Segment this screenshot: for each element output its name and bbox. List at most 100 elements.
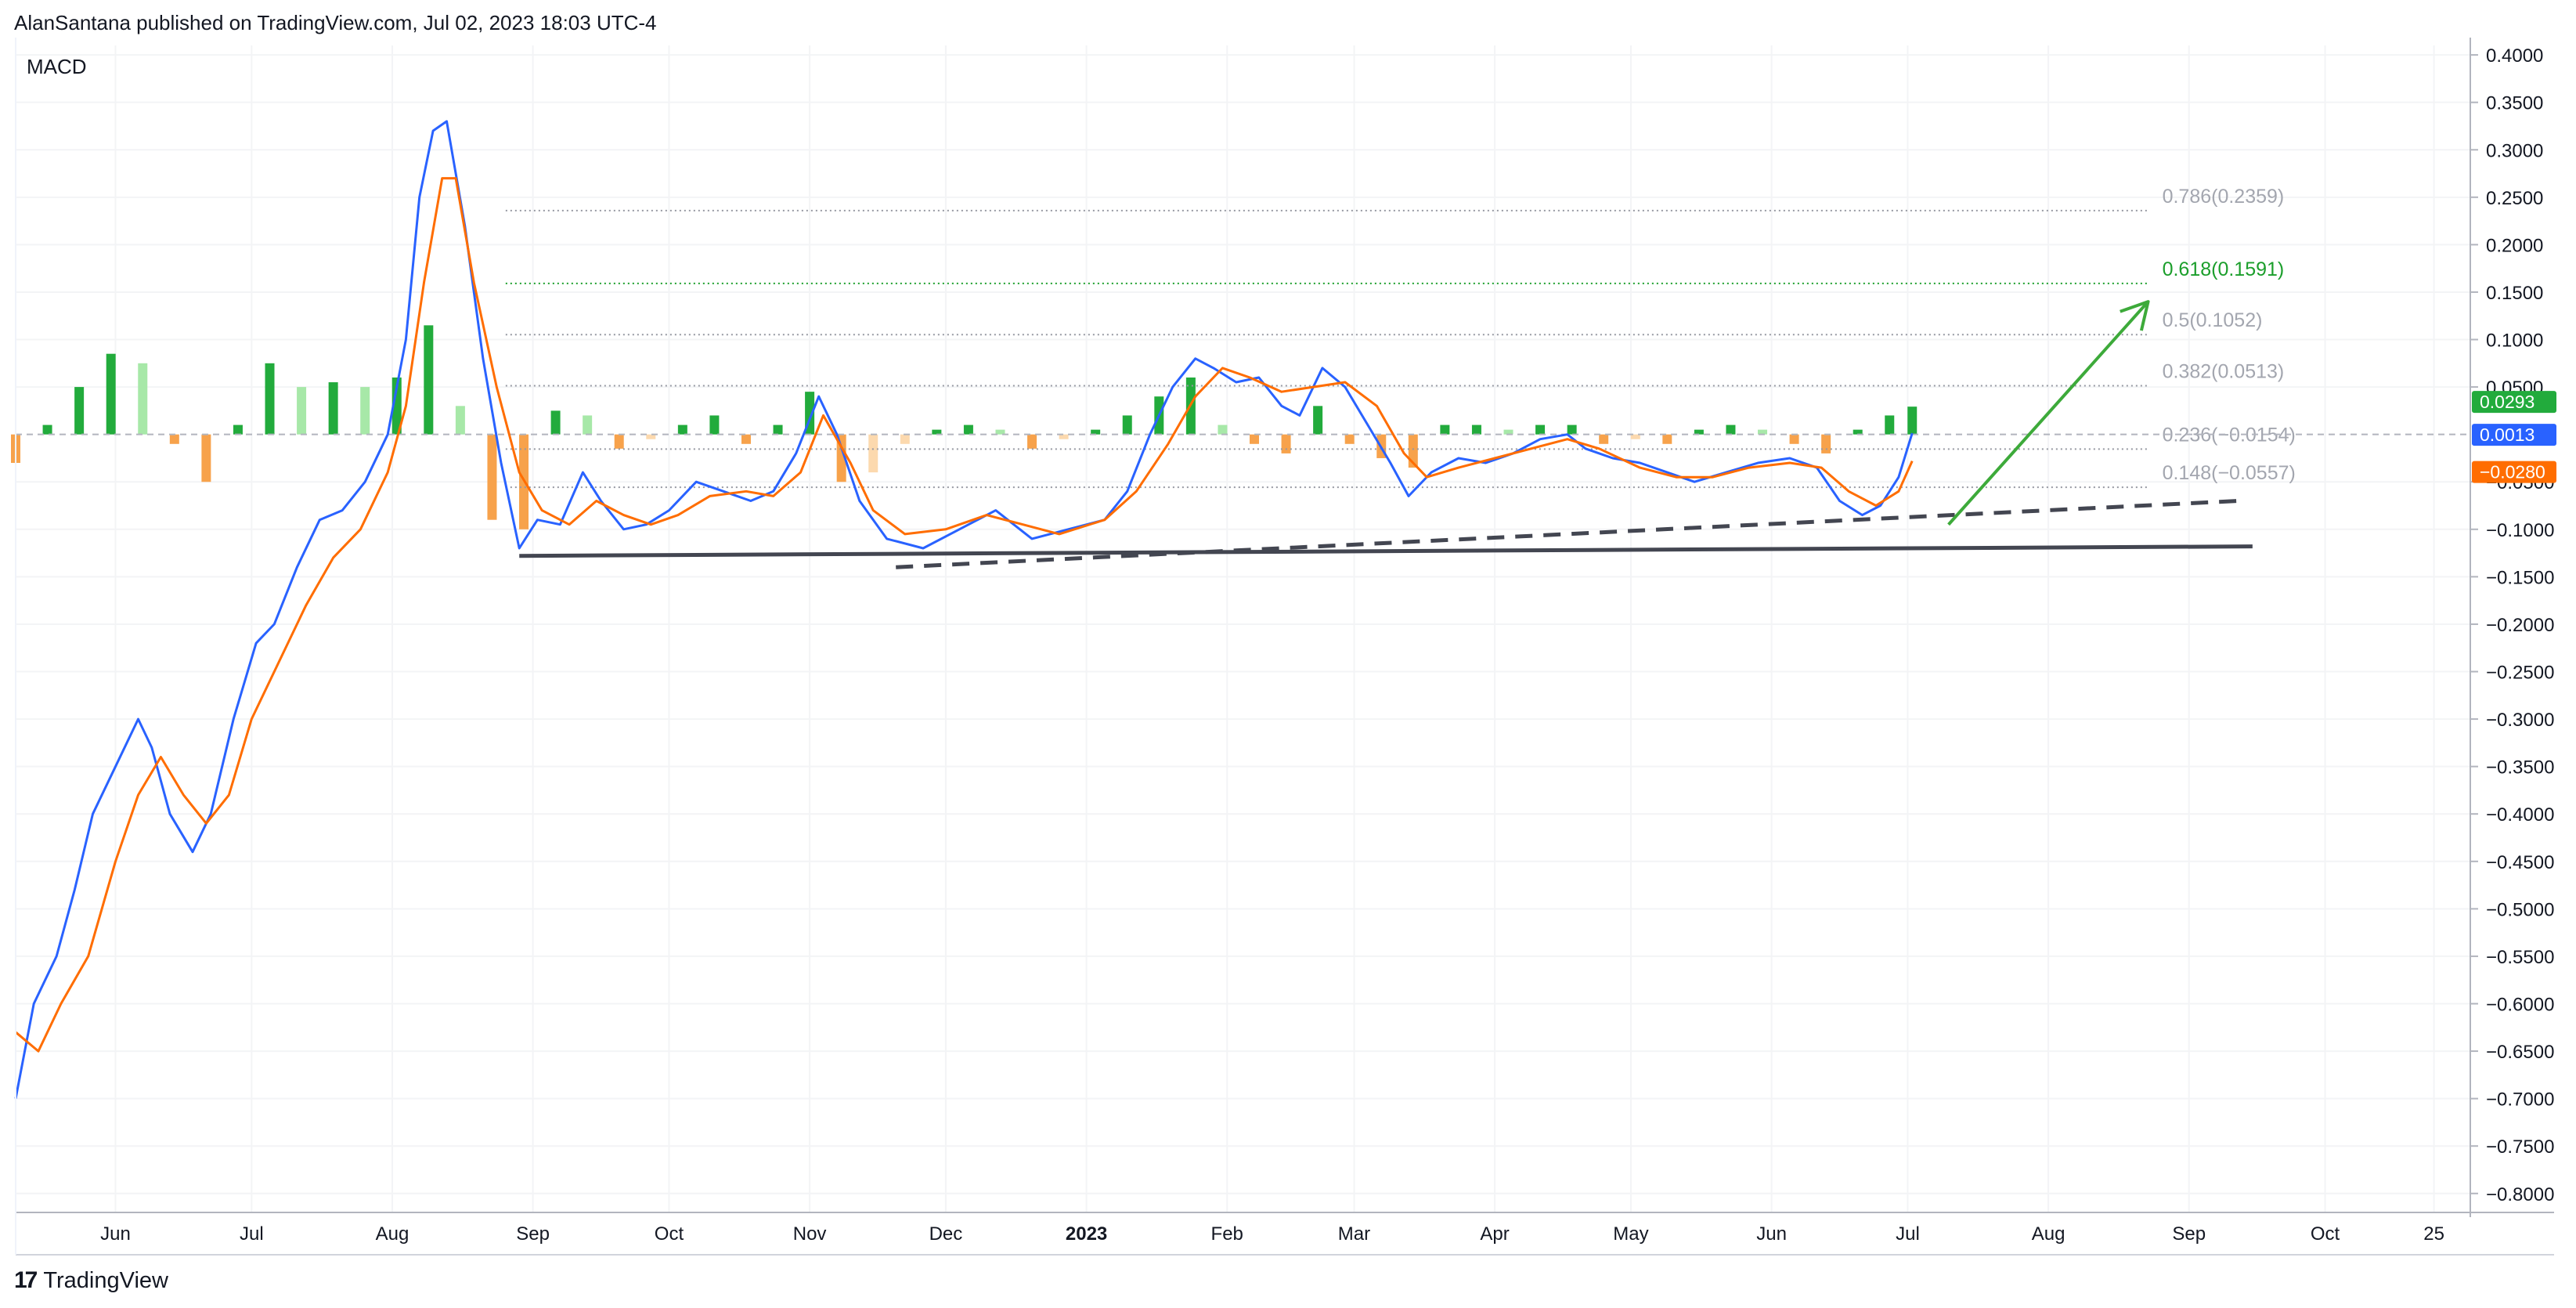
fib-level-label: 0.236(−0.0154) [2163, 424, 2296, 446]
x-tick-label: Sep [516, 1223, 550, 1245]
x-tick-label: 2023 [1066, 1223, 1107, 1245]
histogram-bar [1313, 406, 1323, 435]
y-tick-label: −0.5000 [2486, 899, 2554, 920]
histogram-bar [868, 434, 879, 473]
x-tick-label: Oct [2311, 1223, 2340, 1245]
fib-retracement[interactable]: 0.786(0.2359) 0.618(0.1591) 0.5(0.1052) 0.3… [16, 186, 2470, 489]
histogram-bar [646, 434, 656, 439]
histogram-bar [328, 382, 338, 435]
fib-level-label: 0.382(0.0513) [2163, 361, 2285, 383]
projection-arrow [1947, 300, 2150, 526]
y-tick-label: −0.1000 [2486, 520, 2554, 541]
price-badge-label: 0.0293 [2480, 392, 2535, 412]
histogram-bar [424, 325, 434, 435]
grid [16, 45, 2470, 1212]
y-tick-label: −0.5500 [2486, 947, 2554, 968]
histogram-bar [995, 429, 1005, 435]
y-tick-label: −0.6000 [2486, 994, 2554, 1015]
price-badge-label: −0.0280 [2480, 462, 2545, 482]
histogram-bar [1440, 425, 1450, 435]
histogram-bar [106, 353, 116, 435]
y-tick-label: 0.2000 [2486, 235, 2543, 256]
price-badge-label: 0.0013 [2480, 425, 2535, 445]
x-tick-label: Oct [655, 1223, 684, 1245]
histogram-bar [1885, 415, 1895, 435]
histogram-bar [900, 434, 910, 444]
signal-line [15, 177, 1914, 1053]
histogram-bar [1091, 429, 1101, 435]
y-tick-label: 0.3500 [2486, 93, 2543, 114]
histogram-bar [709, 415, 720, 435]
histogram-bar [1249, 434, 1259, 444]
histogram-bar [391, 377, 402, 435]
histogram-bar [1789, 434, 1799, 444]
y-tick-label: −0.7500 [2486, 1136, 2554, 1158]
x-tick-label: Jun [100, 1223, 131, 1245]
y-tick-label: 0.1000 [2486, 331, 2543, 352]
tradingview-logo[interactable]: 17 TradingView [14, 1267, 168, 1294]
histogram-bar [297, 387, 307, 435]
histogram-bar [1630, 434, 1640, 439]
histogram-bar [265, 363, 275, 435]
fib-level-label: 0.5(0.1052) [2163, 309, 2263, 331]
y-tick-label: −0.7000 [2486, 1089, 2554, 1111]
x-tick-label: Sep [2172, 1223, 2206, 1245]
y-tick-label: −0.2000 [2486, 615, 2554, 636]
y-tick-label: −0.8000 [2486, 1184, 2554, 1205]
histogram-bar [42, 425, 52, 435]
y-tick-label: −0.6500 [2486, 1042, 2554, 1063]
y-tick-label: −0.3500 [2486, 757, 2554, 779]
publisher-line: AlanSantana published on TradingView.com… [14, 11, 657, 34]
x-tick-label: 25 [2423, 1223, 2444, 1245]
y-tick-label: 0.2500 [2486, 188, 2543, 209]
histogram-bar [1059, 434, 1069, 439]
y-tick-label: 0.4000 [2486, 45, 2543, 67]
histogram [11, 325, 1918, 529]
histogram-bar [963, 425, 973, 435]
histogram-bar [1853, 429, 1863, 435]
histogram-bar [550, 410, 561, 435]
histogram-bar [169, 434, 179, 444]
histogram-bar [1503, 429, 1513, 435]
fib-level-label: 0.618(0.1591) [2163, 258, 2285, 280]
histogram-bar [836, 434, 846, 482]
price-badge [2472, 424, 2556, 446]
x-tick-label: Apr [1480, 1223, 1509, 1245]
fib-level-label: 0.148(−0.0557) [2163, 462, 2296, 484]
histogram-bar [677, 425, 687, 435]
histogram-bar [1027, 434, 1037, 449]
x-tick-label: Aug [2032, 1223, 2065, 1245]
y-tick-label: −0.1500 [2486, 567, 2554, 588]
histogram-bar [773, 425, 783, 435]
histogram-bar [1726, 425, 1736, 435]
histogram-bar [201, 434, 211, 482]
histogram-bar [487, 434, 497, 520]
histogram-bar [74, 387, 85, 435]
x-tick-label: Nov [793, 1223, 827, 1245]
histogram-bar [1344, 434, 1355, 444]
x-tick-label: Dec [929, 1223, 963, 1245]
histogram-bar [1821, 434, 1831, 453]
drawings[interactable] [519, 300, 2253, 569]
histogram-bar [455, 406, 465, 435]
histogram-bar [614, 434, 624, 449]
indicator-label[interactable]: MACD [27, 55, 87, 78]
histogram-bar [1122, 415, 1132, 435]
y-tick-label: −0.4500 [2486, 852, 2554, 873]
macd-line [14, 120, 1914, 1099]
y-tick-label: 0.1500 [2486, 283, 2543, 304]
histogram-bar [138, 363, 148, 435]
histogram-bar [1218, 425, 1228, 435]
histogram-bar [1281, 434, 1291, 453]
histogram-bar [741, 434, 751, 444]
price-badge [2472, 391, 2556, 414]
histogram-bar [932, 429, 942, 435]
support-line [519, 544, 2253, 558]
x-tick-label: Jul [240, 1223, 264, 1245]
plot-background [16, 45, 2470, 1212]
histogram-bar [1907, 406, 1918, 435]
histogram-bar [583, 415, 593, 435]
tradingview-logo-icon: 17 [14, 1267, 38, 1293]
histogram-bar [233, 425, 243, 435]
